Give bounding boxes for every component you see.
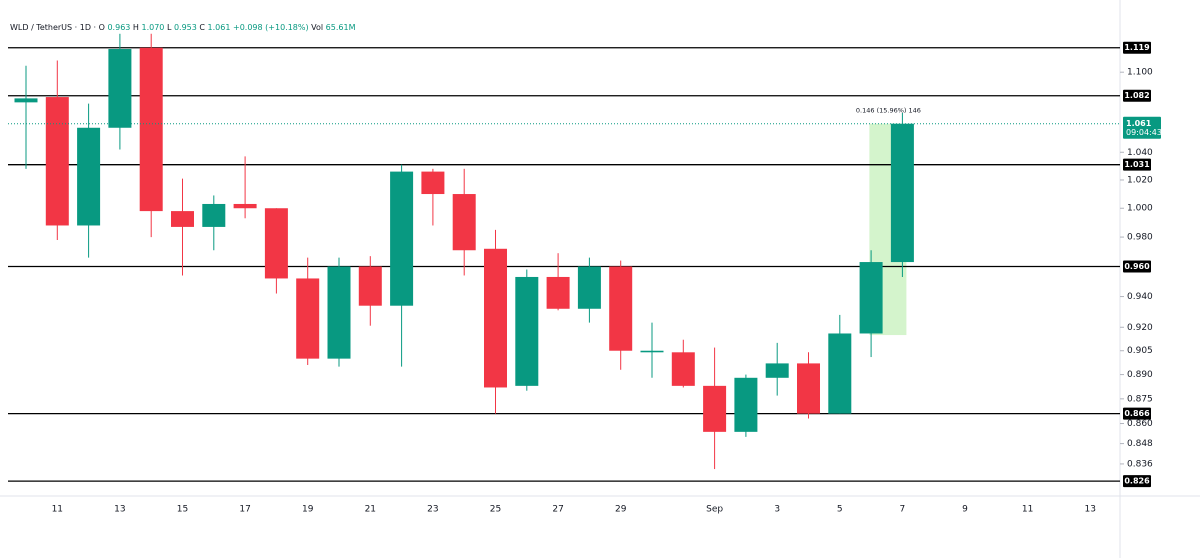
y-tick-label: 1.100: [1127, 68, 1153, 78]
candle-body: [233, 203, 257, 209]
candle-body: [358, 266, 382, 306]
candle-body: [452, 194, 476, 251]
hline-label-box: [1123, 260, 1151, 273]
candle-body: [828, 333, 852, 414]
legend-key: Vol: [311, 23, 323, 32]
legend-change: +0.098 (+10.18%): [233, 23, 309, 32]
y-tick-label: 0.920: [1127, 323, 1153, 333]
hline-label-box: [1123, 407, 1151, 420]
legend-key: H: [133, 23, 139, 32]
candle-body: [77, 127, 101, 226]
y-tick-label: 1.000: [1127, 204, 1153, 214]
legend-value: 1.070: [141, 23, 164, 32]
candle-body: [734, 377, 758, 432]
hline-label-box: [1123, 475, 1151, 488]
y-tick-label: 0.940: [1127, 292, 1153, 302]
x-tick-label: 23: [427, 505, 438, 515]
candle-body: [577, 266, 601, 309]
y-tick-label: 0.980: [1127, 233, 1153, 243]
candle-body: [797, 363, 820, 414]
y-tick-label: 0.905: [1127, 346, 1153, 356]
y-tick-label: 0.875: [1127, 394, 1153, 404]
x-tick-label: 19: [302, 505, 314, 515]
candle-body: [609, 266, 633, 351]
x-tick-label: 29: [615, 505, 627, 515]
legend: WLD / TetherUS · 1D · O 0.963 H 1.070 L …: [10, 23, 356, 32]
y-tick-label: 0.890: [1127, 370, 1153, 380]
candle-body: [202, 203, 226, 227]
y-tick-label: 1.020: [1127, 175, 1153, 185]
x-tick-label: 13: [114, 505, 125, 515]
candle-body: [640, 350, 664, 353]
candle-body: [703, 385, 727, 432]
x-tick-label: Sep: [706, 505, 723, 515]
last-price-label: 1.061: [1126, 119, 1152, 128]
hline-label: 1.119: [1124, 43, 1150, 52]
candle-body: [765, 363, 789, 378]
candle-body: [171, 211, 194, 227]
hline-label: 1.031: [1124, 160, 1150, 169]
candle-body: [546, 276, 570, 309]
x-tick-label: 27: [552, 505, 563, 515]
hline-label: 0.866: [1124, 409, 1150, 418]
candle-body: [108, 49, 132, 128]
legend-value: 0.963: [107, 23, 130, 32]
x-tick-label: 21: [365, 505, 376, 515]
legend-symbol: WLD / TetherUS · 1D ·: [10, 23, 96, 32]
hline-label: 0.826: [1124, 477, 1150, 486]
x-tick-label: 3: [774, 505, 780, 515]
x-tick-label: 25: [490, 505, 501, 515]
hline-label-box: [1123, 158, 1151, 171]
y-tick-label: 1.040: [1127, 148, 1153, 158]
legend-key: L: [167, 23, 172, 32]
x-tick-label: 9: [962, 505, 968, 515]
x-tick-label: 17: [239, 505, 250, 515]
y-tick-label: 0.860: [1127, 419, 1153, 429]
candle-body: [264, 208, 288, 279]
candle-body: [45, 97, 69, 226]
x-tick-label: 7: [900, 505, 906, 515]
legend-text: WLD / TetherUS · 1D · O 0.963 H 1.070 L …: [10, 23, 356, 32]
candle-body: [421, 171, 445, 195]
candle-body: [890, 123, 914, 263]
candle-body: [296, 278, 320, 359]
y-tick-label: 0.848: [1127, 439, 1153, 449]
x-tick-label: 5: [837, 505, 843, 515]
x-tick-label: 11: [52, 505, 63, 515]
hline-label-box: [1123, 41, 1151, 54]
legend-key: C: [199, 23, 205, 32]
candle-body: [327, 266, 351, 359]
last-price-box: [1123, 116, 1161, 139]
candle-body: [14, 98, 38, 103]
legend-value: 0.953: [174, 23, 197, 32]
y-tick-label: 0.836: [1127, 459, 1153, 469]
countdown-label: 09:04:43: [1126, 128, 1162, 137]
measure-label: 0.146 (15.96%) 146: [856, 107, 921, 115]
x-tick-label: 15: [177, 505, 188, 515]
legend-key: O: [99, 23, 105, 32]
x-tick-label: 11: [1022, 505, 1033, 515]
candle-body: [139, 47, 163, 212]
candle-body: [484, 248, 507, 388]
candle-body: [859, 262, 883, 334]
candle-body: [390, 171, 414, 306]
x-tick-label: 13: [1084, 505, 1095, 515]
legend-value: 1.061: [208, 23, 231, 32]
hline-label-box: [1123, 89, 1151, 102]
hline-label: 0.960: [1124, 262, 1150, 271]
hline-label: 1.082: [1124, 91, 1149, 100]
candle-body: [671, 352, 695, 386]
legend-volume: 65.61M: [326, 23, 356, 32]
candle-body: [515, 276, 539, 386]
